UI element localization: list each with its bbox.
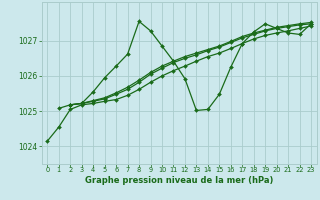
X-axis label: Graphe pression niveau de la mer (hPa): Graphe pression niveau de la mer (hPa) <box>85 176 273 185</box>
